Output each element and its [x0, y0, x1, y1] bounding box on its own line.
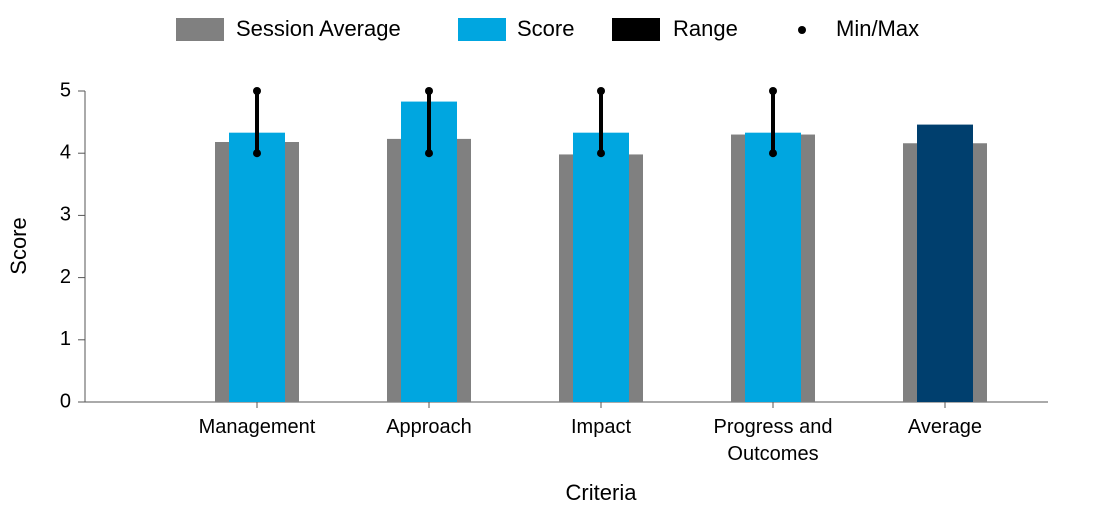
min-dot — [769, 149, 777, 158]
score-bar — [745, 132, 801, 402]
x-tick-label: Impact — [570, 416, 632, 438]
x-tick-label: Progress and Outcomes — [713, 416, 833, 465]
x-tick-label: Management — [198, 416, 316, 438]
score-bar — [229, 132, 285, 402]
legend-label: Score — [517, 16, 574, 41]
score-bar — [917, 124, 973, 402]
max-dot — [425, 87, 433, 95]
y-tick-label: 4 — [60, 141, 71, 163]
max-dot — [253, 87, 261, 95]
min-dot — [597, 149, 605, 158]
legend-swatch — [458, 18, 506, 41]
legend-dot — [798, 26, 806, 34]
y-axis-title: Score — [6, 217, 31, 274]
min-dot — [253, 149, 261, 158]
legend-swatch — [176, 18, 224, 41]
legend-label: Range — [673, 16, 738, 41]
max-dot — [597, 87, 605, 95]
y-tick-label: 5 — [60, 79, 71, 101]
min-dot — [425, 149, 433, 158]
y-tick-label: 0 — [60, 390, 71, 412]
legend-swatch — [612, 18, 660, 41]
y-tick-label: 1 — [60, 328, 71, 350]
score-bar — [573, 132, 629, 402]
y-tick-label: 3 — [60, 204, 71, 226]
x-tick-label: Average — [907, 416, 983, 438]
legend-label: Min/Max — [836, 16, 919, 41]
x-axis-title: Criteria — [566, 480, 638, 505]
legend-label: Session Average — [236, 16, 401, 41]
x-tick-label: Approach — [386, 416, 472, 438]
max-dot — [769, 87, 777, 95]
y-tick-label: 2 — [60, 266, 71, 288]
